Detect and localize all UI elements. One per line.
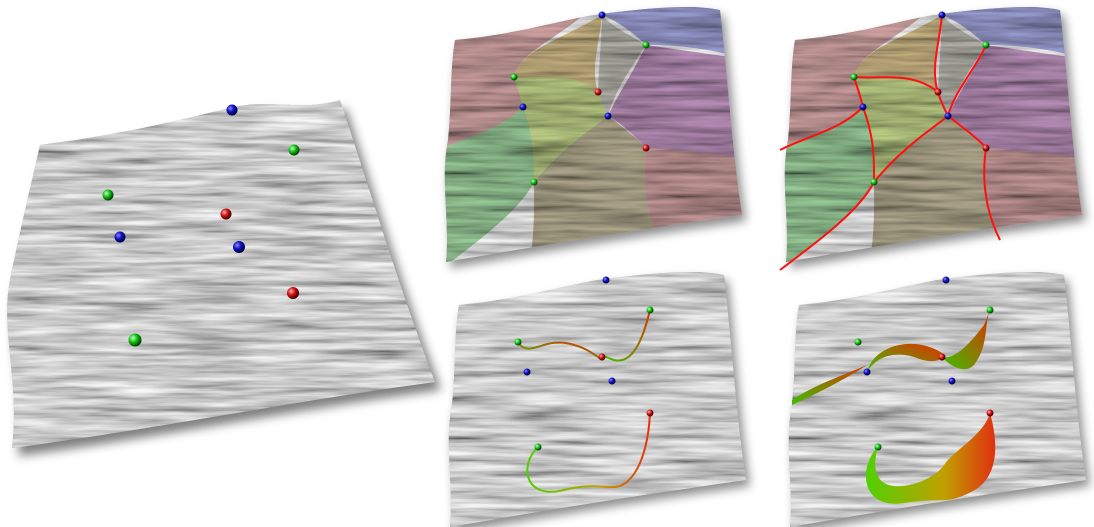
- surface-regions: [440, 0, 750, 270]
- surface-curves: [444, 265, 754, 527]
- surface: [7, 100, 436, 448]
- critical-points: [102, 104, 300, 347]
- surface-tubes: [784, 265, 1094, 527]
- surface-separatrices: [779, 0, 1090, 271]
